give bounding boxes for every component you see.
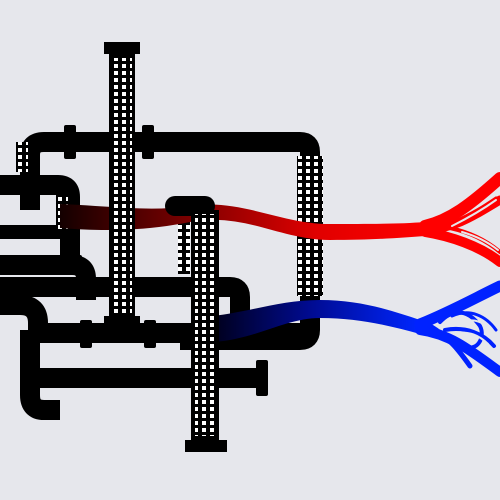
blue-vein-branches: [414, 280, 500, 377]
pipe-top-run: [20, 132, 320, 350]
red-vein-highlights: [451, 199, 499, 251]
pipe-lower-run: [0, 295, 300, 343]
short-grille-column: [165, 196, 227, 452]
pipe-mid-run: [0, 277, 250, 318]
pipe-left-elbow: [0, 175, 80, 260]
hot-flow-band: [60, 204, 425, 240]
pipe-bottom-spur: [20, 330, 60, 420]
tall-grille-column: [104, 42, 140, 326]
cold-flow-band: [212, 300, 420, 342]
blue-vein-highlights: [455, 319, 491, 345]
